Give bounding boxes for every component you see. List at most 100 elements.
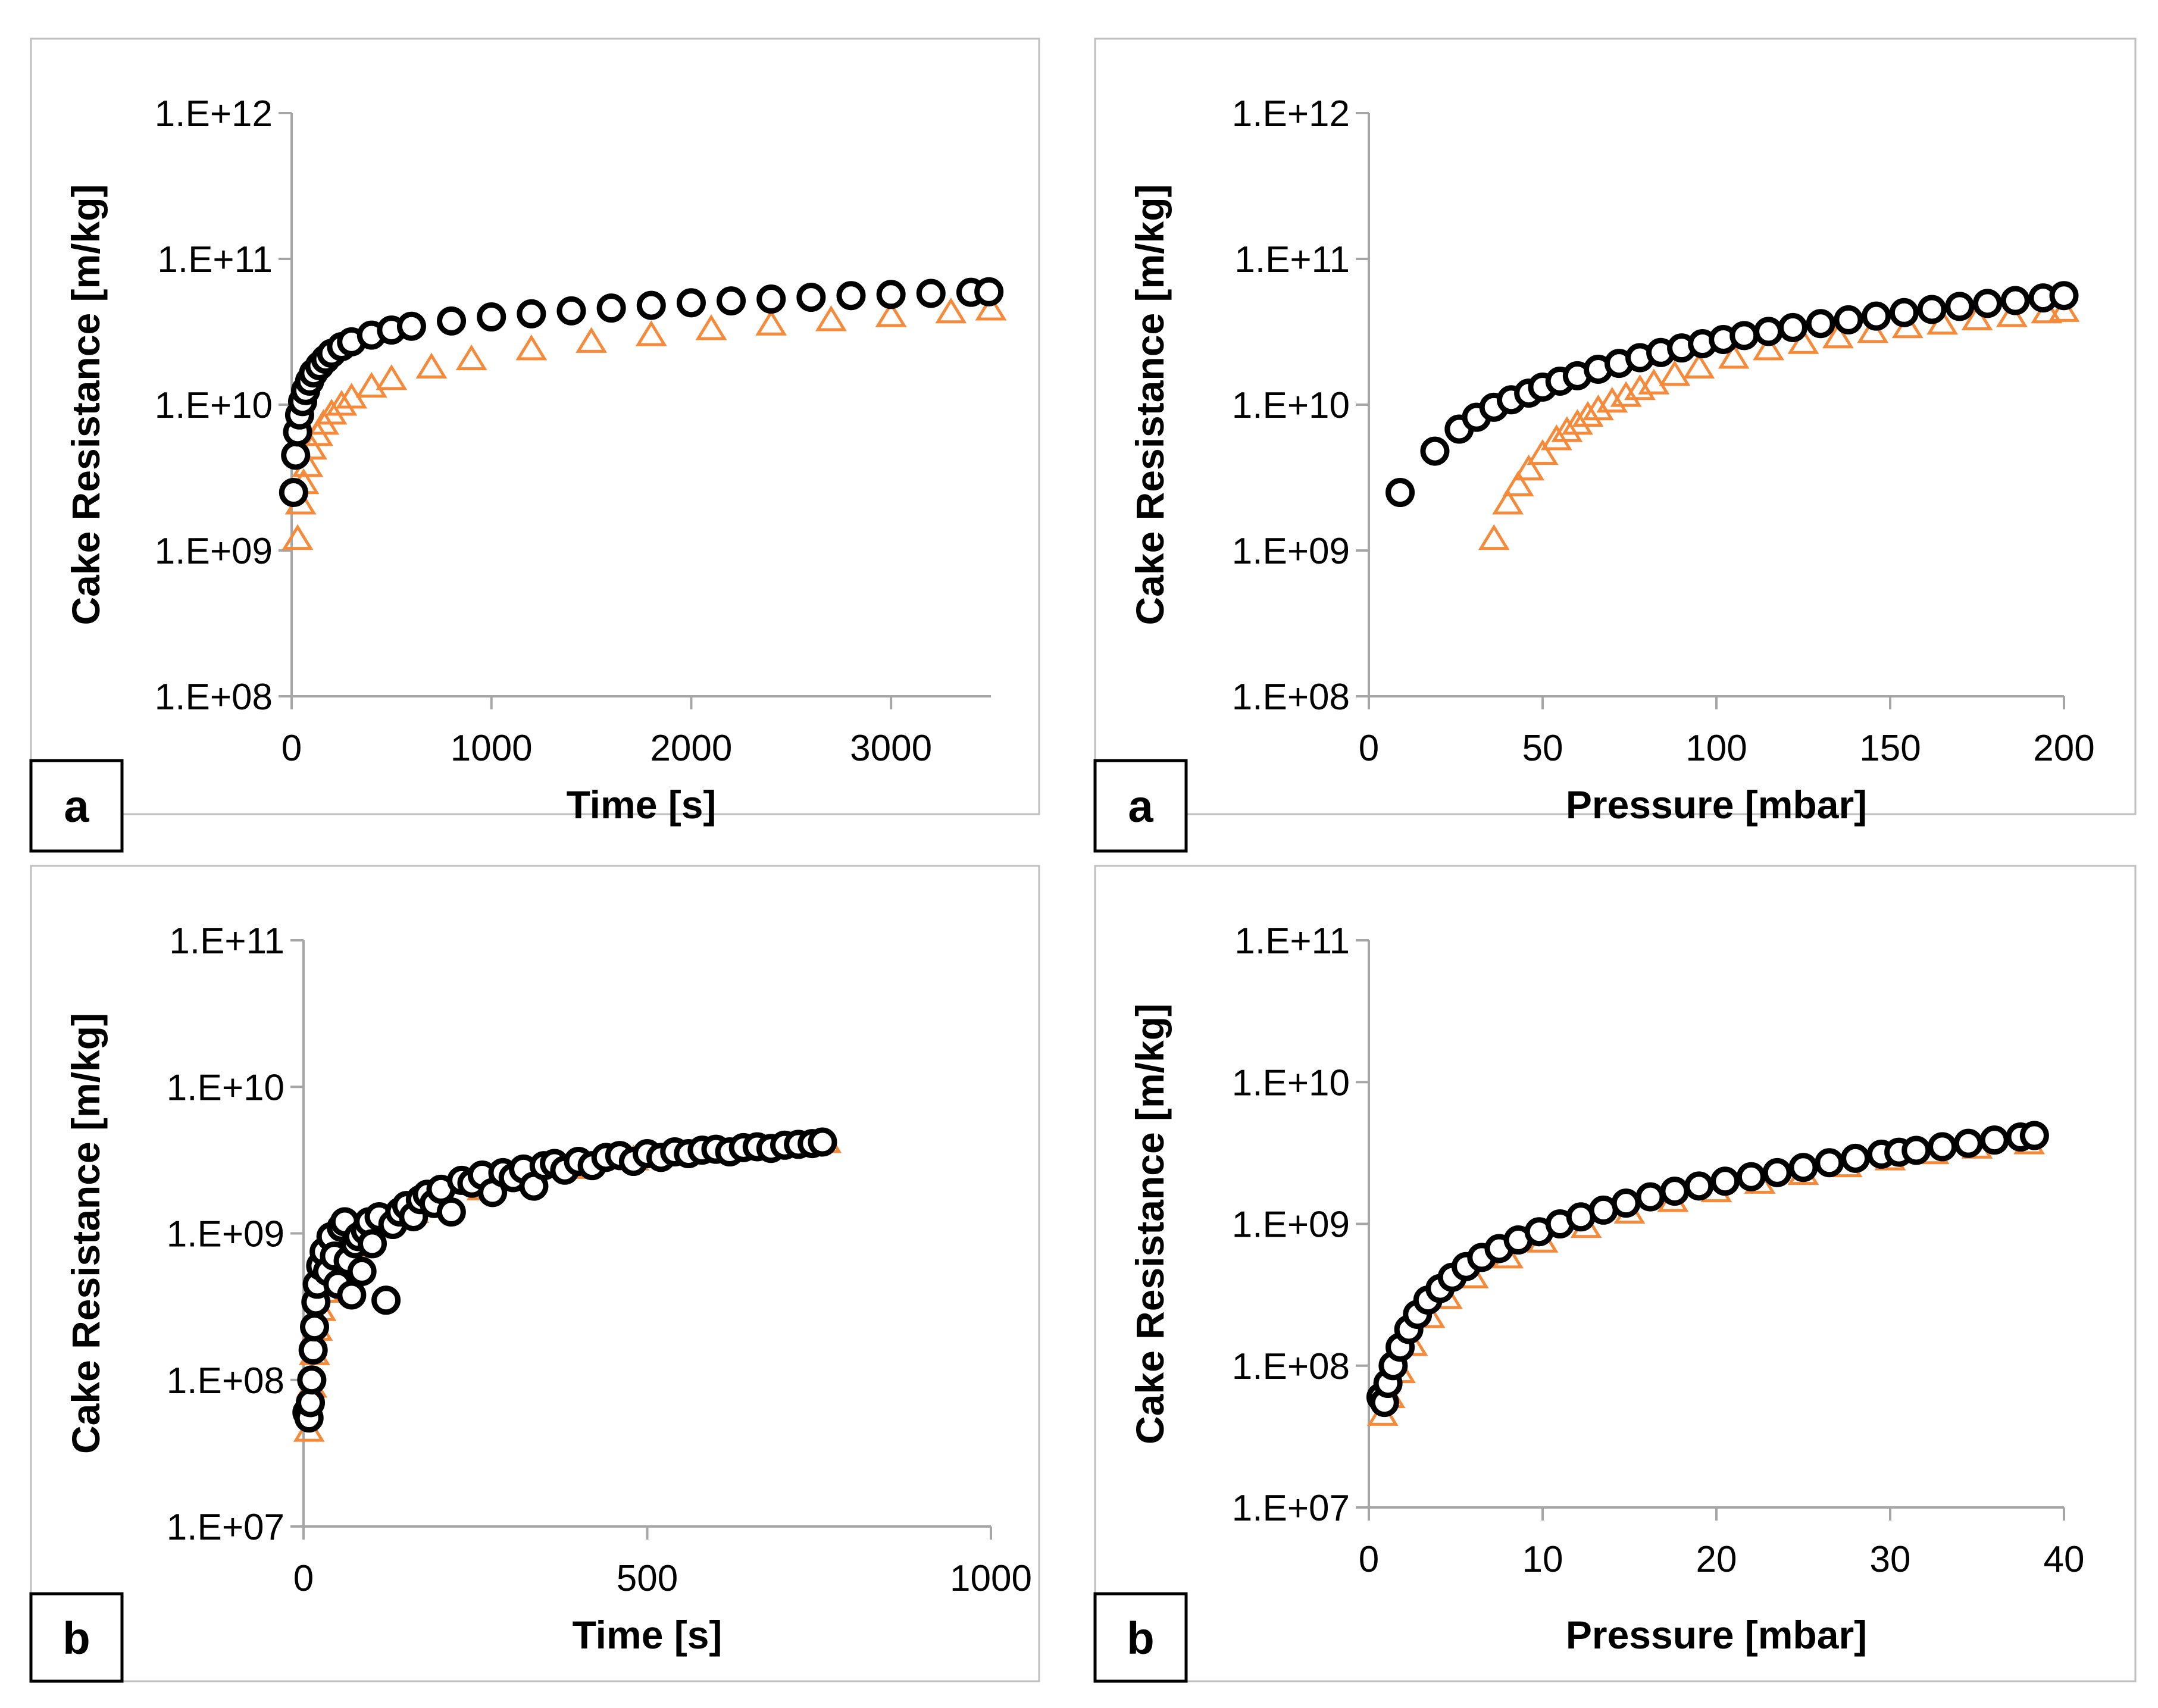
- circle-point: [876, 280, 906, 309]
- circle-point: [756, 284, 786, 314]
- circle-point: [556, 296, 586, 326]
- y-tick-label: 1.E+08: [1232, 677, 1350, 718]
- x-tick-label: 1000: [451, 728, 533, 769]
- triangle-point: [2048, 296, 2080, 322]
- y-tick-label: 1.E+10: [167, 1067, 284, 1108]
- circle-point: [1953, 1128, 1983, 1158]
- circle-point: [636, 290, 666, 320]
- circle-point: [437, 306, 467, 336]
- triangle-point: [1961, 304, 1993, 331]
- triangle-point: [755, 309, 787, 336]
- y-tick-label: 1.E+11: [1234, 921, 1350, 962]
- x-tick-label: 200: [2033, 728, 2094, 769]
- triangle-point: [1478, 524, 1510, 550]
- circle-point: [1386, 478, 1415, 508]
- y-tick-label: 1.E+09: [1232, 531, 1350, 572]
- y-tick-label: 1.E+09: [167, 1214, 284, 1255]
- circle-point: [1901, 1135, 1931, 1165]
- triangle-point: [1857, 317, 1889, 343]
- triangle-point: [515, 334, 548, 361]
- triangle-point: [415, 352, 448, 378]
- x-axis-title: Time [s]: [573, 1613, 723, 1657]
- circle-point: [1778, 312, 1807, 342]
- circle-point: [1917, 295, 1947, 324]
- series-circles: [279, 277, 1004, 508]
- triangle-point: [1596, 387, 1628, 413]
- circle-point: [299, 1312, 329, 1342]
- chart-panel-2: 1.E+08 1.E+09 1.E+10 1.E+11 1.E+12 0 50 100 150 2…: [1093, 37, 2137, 853]
- x-tick-label: 150: [1859, 728, 1921, 769]
- circle-point: [1729, 321, 1759, 351]
- circle-point: [337, 1280, 367, 1310]
- y-tick-label: 1.E+07: [1232, 1488, 1350, 1529]
- circle-point: [1660, 1177, 1690, 1206]
- triangle-point: [635, 320, 667, 346]
- circle-point: [596, 293, 626, 323]
- circle-point: [1889, 298, 1919, 327]
- y-axis-title: Cake Resistance [m/kg]: [64, 184, 108, 625]
- circle-point: [517, 299, 546, 329]
- chart-panel-3: 1.E+07 1.E+08 1.E+09 1.E+10 1.E+11 0 500 1000 Ti…: [29, 865, 1040, 1683]
- circle-point: [1806, 309, 1835, 339]
- triangle-point: [1659, 360, 1691, 386]
- triangle-point: [875, 301, 907, 327]
- y-tick-label: 1.E+07: [167, 1507, 284, 1548]
- circle-point: [298, 1335, 328, 1365]
- panel-label: a: [1128, 781, 1153, 832]
- series-circles: [292, 1127, 837, 1433]
- circle-point: [1979, 1125, 2009, 1155]
- circle-point: [1611, 1188, 1641, 1218]
- x-tick-label: 40: [2044, 1539, 2085, 1580]
- circle-point: [1420, 436, 1450, 466]
- circle-point: [281, 440, 311, 470]
- y-tick-label: 1.E+10: [1232, 385, 1350, 426]
- y-tick-label: 1.E+08: [155, 677, 273, 718]
- circle-point: [717, 286, 746, 316]
- y-tick-label: 1.E+09: [155, 531, 273, 572]
- y-tick-label: 1.E+10: [1232, 1062, 1350, 1103]
- circle-point: [1762, 1158, 1792, 1187]
- triangle-point: [1683, 352, 1715, 378]
- circle-point: [1815, 1148, 1844, 1178]
- y-tick-label: 1.E+12: [1232, 93, 1350, 134]
- x-tick-label: 0: [293, 1558, 314, 1599]
- chart-frame: [30, 37, 1040, 815]
- y-tick-label: 1.E+08: [1232, 1346, 1350, 1387]
- x-tick-label: 2000: [650, 728, 732, 769]
- x-axis-title: Pressure [mbar]: [1566, 1613, 1867, 1657]
- triangle-point: [315, 399, 348, 425]
- circle-point: [1928, 1132, 1957, 1162]
- triangle-point: [1551, 416, 1583, 442]
- triangle-point: [455, 344, 487, 371]
- panel-label-box: [29, 759, 124, 853]
- triangle-point: [282, 524, 314, 550]
- triangle-point: [1502, 470, 1534, 496]
- chart-panel-1: 1.E+08 1.E+09 1.E+10 1.E+11 1.E+12 0 1000 2000 3…: [29, 37, 1040, 853]
- y-axis-title: Cake Resistance [m/kg]: [64, 1013, 108, 1454]
- y-axis-title: Cake Resistance [m/kg]: [1128, 1003, 1172, 1444]
- circle-point: [1862, 301, 1891, 331]
- triangle-point: [975, 295, 1007, 321]
- x-tick-label: 100: [1685, 728, 1747, 769]
- series-circles: [1366, 1121, 2049, 1418]
- chart-frame: [1094, 865, 2137, 1682]
- triangle-point: [576, 327, 608, 353]
- circle-point: [974, 277, 1004, 306]
- circle-point: [1754, 317, 1784, 346]
- y-tick-label: 1.E+09: [1232, 1205, 1350, 1246]
- triangle-point: [1492, 489, 1524, 515]
- triangle-point: [1513, 454, 1545, 481]
- circle-point: [796, 283, 826, 312]
- circle-point: [1973, 289, 2003, 318]
- triangle-point: [1753, 334, 1785, 361]
- circle-point: [371, 1285, 401, 1315]
- triangle-point: [1610, 381, 1642, 407]
- triangle-point: [935, 298, 967, 324]
- circle-point: [1736, 1162, 1766, 1191]
- circle-point: [279, 478, 308, 508]
- circle-point: [1834, 305, 1863, 334]
- x-tick-label: 3000: [850, 728, 932, 769]
- circle-point: [2000, 286, 2030, 315]
- triangle-point: [695, 314, 727, 340]
- triangle-point: [1996, 301, 2028, 327]
